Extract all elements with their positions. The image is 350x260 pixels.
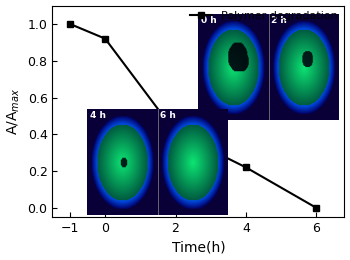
X-axis label: Time(h): Time(h) (172, 240, 225, 255)
Polymer degradation (103, 37, 107, 40)
Polymer degradation (68, 22, 72, 25)
Legend: Polymer degradation: Polymer degradation (185, 7, 342, 26)
Line: Polymer degradation: Polymer degradation (66, 21, 320, 211)
Polymer degradation (174, 131, 178, 134)
Y-axis label: A/A$_{max}$: A/A$_{max}$ (6, 88, 22, 135)
Polymer degradation (244, 166, 248, 169)
Polymer degradation (314, 206, 318, 209)
